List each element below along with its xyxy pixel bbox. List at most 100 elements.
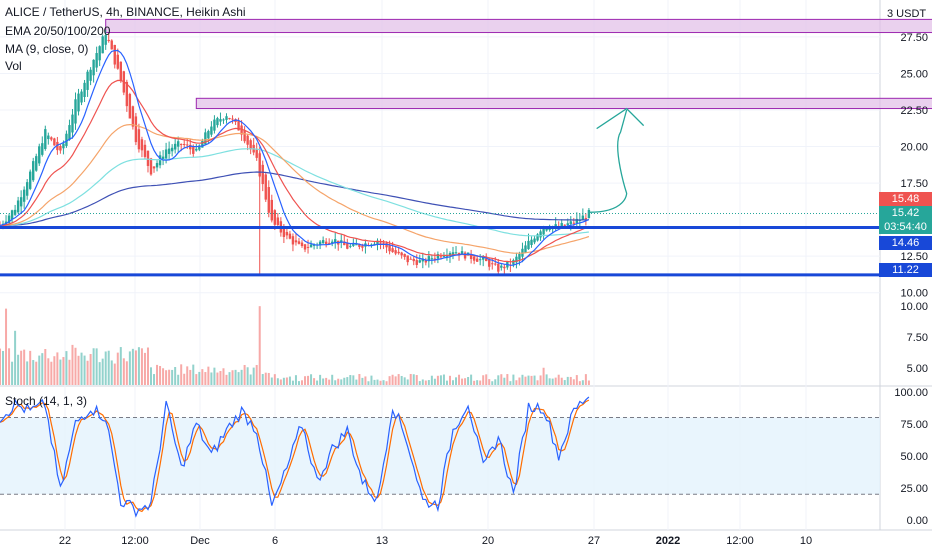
horizontal-levels[interactable]	[0, 212, 880, 277]
currency-button[interactable]: 3 USDT	[887, 8, 927, 20]
volume-bar	[403, 377, 406, 385]
volume-bar	[8, 348, 11, 385]
candle-body	[62, 143, 65, 149]
volume-bar	[146, 347, 149, 385]
volume-bar	[80, 352, 83, 385]
volume-bar	[258, 306, 261, 385]
volume-bar	[364, 376, 367, 385]
candle-body	[198, 145, 201, 150]
candle-body	[303, 244, 307, 250]
candle-body	[475, 258, 479, 262]
upper-level-tag: 14.46	[879, 236, 932, 250]
candle-body	[343, 241, 346, 246]
volume-bar	[331, 374, 334, 385]
volume-bar	[433, 378, 436, 385]
candle-body	[261, 164, 264, 185]
candle-body	[189, 144, 192, 150]
volume-bar	[361, 377, 364, 385]
candle-body	[282, 226, 286, 237]
volume-bars	[0, 306, 590, 385]
candle-body	[170, 147, 174, 152]
time-tick-label: 10	[800, 535, 812, 547]
volume-bar	[584, 374, 587, 385]
volume-bar	[74, 347, 77, 385]
sell-price-tag: 15.48	[879, 192, 932, 206]
candle-body	[460, 251, 464, 255]
volume-bar	[542, 367, 545, 385]
candle-body	[38, 146, 41, 164]
volume-bar	[415, 375, 418, 385]
stoch-legend[interactable]: Stoch (14, 1, 3)	[5, 394, 88, 408]
vol-legend[interactable]: Vol	[5, 59, 22, 73]
volume-bar	[110, 360, 113, 385]
price-axis[interactable]: 27.50 25.00 22.50 20.00 17.50 12.50 10.0010.00…	[894, 32, 928, 527]
volume-bar	[47, 358, 50, 385]
volume-bar	[0, 348, 1, 385]
candle-body	[385, 243, 388, 248]
candle-body	[92, 59, 95, 76]
volume-bar	[107, 350, 110, 385]
volume-bar	[44, 349, 47, 385]
candle-body	[482, 257, 485, 260]
ema50-line	[0, 123, 590, 254]
candle-body	[74, 99, 77, 124]
volume-bar	[397, 374, 400, 385]
volume-bar	[282, 377, 285, 385]
volume-bar	[325, 377, 328, 385]
ma-legend[interactable]: MA (9, close, 0)	[5, 42, 89, 56]
price-tick-label: 12.50	[900, 251, 928, 263]
price-tick-label: 17.50	[900, 178, 928, 190]
candle-body	[472, 256, 476, 261]
volume-bar	[159, 366, 162, 385]
volume-bar	[213, 367, 216, 385]
candle-body	[225, 116, 228, 120]
volume-bar	[406, 379, 409, 385]
candle-body	[478, 259, 482, 261]
volume-bar	[89, 354, 92, 385]
candle-body	[173, 143, 177, 150]
volume-bar	[563, 380, 566, 385]
time-axis[interactable]: 22 12:00 Dec 6 13 20 27 2022 12:00 10	[59, 535, 812, 547]
candle-body	[155, 163, 159, 168]
volume-bar	[38, 355, 41, 385]
volume-bar	[527, 375, 530, 385]
candle-body	[228, 118, 231, 120]
candle-body	[373, 243, 376, 245]
candle-body	[161, 156, 165, 161]
candle-body	[213, 119, 216, 131]
volume-bar	[288, 376, 291, 385]
candle-body	[503, 266, 506, 269]
candle-body	[10, 210, 14, 220]
stoch-k-line	[0, 396, 590, 518]
candle-body	[361, 245, 364, 248]
volume-bar	[219, 371, 222, 385]
volume-bar	[355, 379, 358, 385]
candle-body	[101, 36, 104, 54]
volume-bar	[68, 359, 71, 385]
projection-arrow[interactable]	[588, 107, 645, 213]
volume-bar	[494, 379, 497, 385]
volume-bar	[442, 374, 445, 385]
candle-body	[379, 242, 382, 244]
volume-bar	[56, 352, 59, 385]
candle-body	[324, 241, 328, 245]
candle-body	[291, 236, 295, 245]
candle-body	[237, 120, 240, 131]
candle-body	[370, 244, 373, 246]
candle-body	[71, 114, 74, 133]
time-tick-label: 13	[376, 535, 388, 547]
volume-bar	[77, 355, 80, 385]
volume-bar	[204, 372, 207, 385]
volume-bar	[322, 378, 325, 385]
resistance-zones[interactable]	[105, 18, 932, 110]
candle-body	[297, 241, 301, 244]
candle-body	[400, 252, 403, 256]
price-tick-label: 25.00	[900, 68, 928, 80]
volume-bar	[578, 381, 581, 385]
volume-bar	[186, 366, 189, 385]
candle-body	[497, 263, 500, 272]
volume-bar	[455, 377, 458, 385]
volume-bar	[485, 374, 488, 385]
ema-legend[interactable]: EMA 20/50/100/200	[5, 24, 111, 38]
